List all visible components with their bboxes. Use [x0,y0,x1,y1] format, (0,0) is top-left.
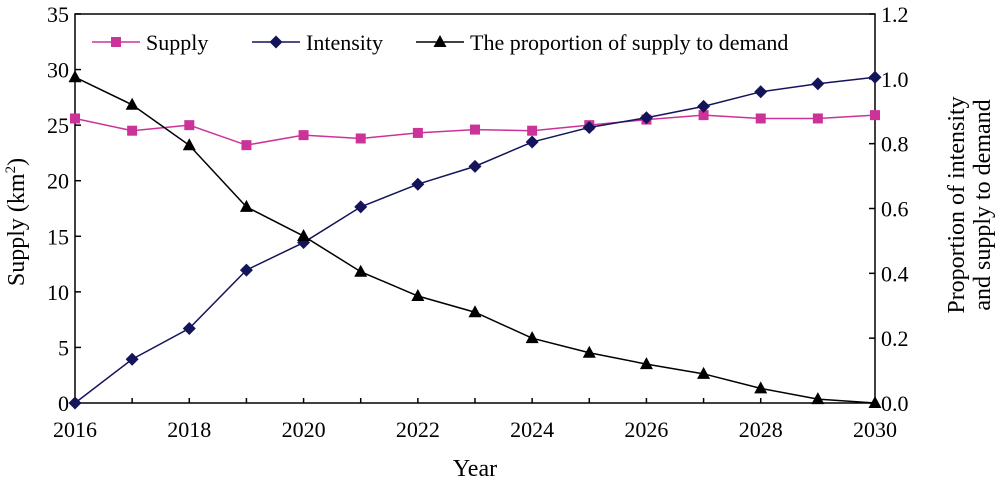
x-tick-label: 2028 [739,417,783,442]
data-point [582,345,596,358]
plot-frame [74,13,876,404]
x-tick-label: 2016 [53,417,97,442]
data-point [125,97,139,110]
data-point [698,110,709,121]
data-point [182,321,196,335]
right-y-tick-label: 1.2 [881,2,909,27]
data-point [868,70,882,84]
legend-swatch-marker [111,37,121,47]
data-point [811,392,825,405]
legend-swatch-marker [433,35,447,47]
data-point [70,113,80,124]
left-axis-title-close: ) [4,158,30,166]
data-point [754,381,768,394]
data-point [239,199,253,212]
left-axis-title-superscript: 2 [3,166,19,174]
series-triangle [68,70,882,408]
legend: Supply Intensity The proportion of supply … [92,30,788,55]
data-point [354,200,368,214]
data-point [527,125,538,136]
x-tick-label: 2022 [396,417,440,442]
data-point [182,138,196,151]
data-point [812,113,823,124]
left-y-tick-label: 15 [47,224,69,249]
right-y-tick-label: 0.8 [881,132,909,157]
left-y-tick-label: 0 [58,391,69,416]
data-point [525,331,539,344]
data-point [811,77,825,91]
left-axis-title: Supply (km2) [3,158,30,286]
legend-item-diamond: Intensity [252,30,383,55]
legend-label: Supply [146,30,208,55]
axes: 0 5 10 15 20 25 30 35 0.0 0.2 0.4 0.6 0.8 1.0 1.2 2016 2… [47,2,909,442]
data-point [639,357,653,370]
data-point [412,127,423,138]
data-point [870,110,880,121]
data-point [411,289,425,302]
data-point [697,366,711,379]
data-point [68,70,82,83]
left-y-tick-label: 35 [47,2,69,27]
data-point [298,130,309,141]
legend-item-square: Supply [92,30,208,55]
data-point [582,120,596,134]
left-y-tick-label: 20 [47,169,69,194]
data-point [525,135,539,149]
data-point [239,263,253,277]
data-point [241,140,252,151]
legend-label: Intensity [306,30,383,55]
data-point [68,396,82,410]
x-tick-label: 2026 [624,417,668,442]
left-y-tick-label: 25 [47,113,69,138]
left-y-tick-label: 5 [58,335,69,360]
legend-swatch-marker [269,35,283,49]
right-y-tick-label: 0.0 [881,391,909,416]
data-point [755,113,766,124]
left-axis-title-text: Supply (km [4,173,30,286]
right-y-tick-label: 0.4 [881,261,909,286]
legend-label: The proportion of supply to demand [470,30,788,55]
data-point [355,133,366,144]
data-point [354,264,368,277]
data-point [411,177,425,191]
data-point [468,305,482,318]
data-point [127,125,138,136]
data-point [468,159,482,173]
data-point [639,111,653,125]
right-axis-title-line1: Proportion of intensity [944,96,970,313]
data-point [868,396,882,408]
x-tick-label: 2020 [282,417,326,442]
data-point [470,124,480,135]
series-layer [68,70,882,410]
data-point [125,352,139,366]
left-y-tick-label: 30 [47,58,69,83]
x-tick-label: 2030 [853,417,897,442]
data-point [184,120,195,131]
right-y-tick-label: 0.2 [881,326,909,351]
series-square [70,110,880,151]
right-axis-title-line2: and supply to demand [970,99,996,310]
right-y-tick-label: 0.6 [881,197,909,222]
x-tick-label: 2018 [167,417,211,442]
data-point [697,99,711,113]
data-point [754,85,768,99]
right-y-tick-label: 1.0 [881,67,909,92]
x-axis-title: Year [453,456,497,481]
x-tick-label: 2024 [510,417,554,442]
series-diamond [68,70,882,410]
legend-item-triangle: The proportion of supply to demand [416,30,788,55]
left-y-tick-label: 10 [47,280,69,305]
data-point [297,229,311,242]
